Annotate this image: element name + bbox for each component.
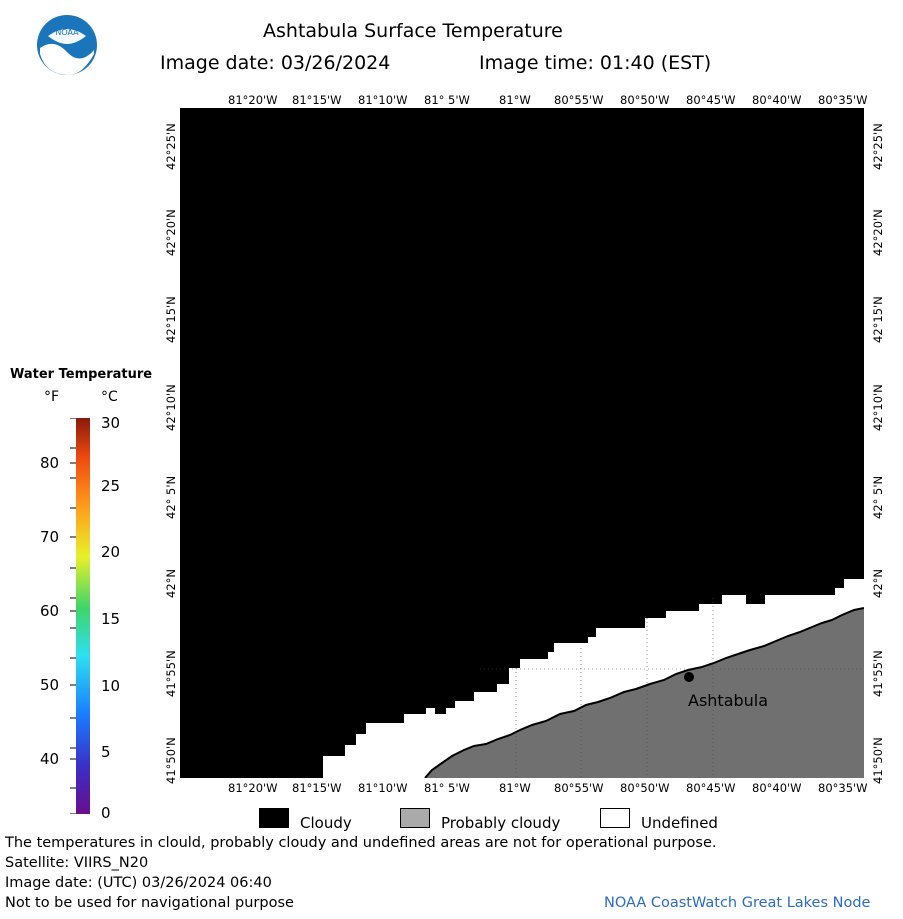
lon-label: 81° 5'W [424, 781, 470, 795]
color-bar [70, 417, 93, 815]
shoreline [424, 607, 865, 779]
map-panel [180, 108, 865, 779]
lon-label: 80°50'W [620, 93, 670, 107]
lon-label: 81°W [499, 93, 531, 107]
lat-label: 42°25'N [164, 123, 178, 170]
lon-label: 81°15'W [292, 93, 342, 107]
lat-label: 42°10'N [164, 384, 178, 431]
f-tick: 50 [40, 676, 60, 694]
lon-label: 80°55'W [554, 93, 604, 107]
lon-label: 80°45'W [686, 781, 736, 795]
lat-label: 42°15'N [871, 296, 885, 343]
lat-label: 41°50'N [871, 737, 885, 784]
f-tick: 40 [40, 750, 60, 768]
lat-label: 42° 5'N [871, 475, 885, 519]
lon-label: 80°45'W [686, 93, 736, 107]
lat-label: 42°20'N [871, 209, 885, 256]
lat-label: 42°N [871, 569, 885, 598]
footer-utc-date: Image date: (UTC) 03/26/2024 06:40 [5, 875, 272, 891]
lat-label: 41°50'N [164, 737, 178, 784]
lon-label: 81°W [499, 781, 531, 795]
legend-swatch-undefined [600, 808, 630, 828]
scale-unit-f: °F [44, 389, 60, 405]
legend-swatch-probably-cloudy [400, 808, 430, 828]
lon-label: 81° 5'W [424, 93, 470, 107]
legend-label-undefined: Undefined [641, 814, 718, 832]
footer-disclaimer: The temperatures in clould, probably clo… [5, 835, 717, 851]
f-tick: 70 [40, 528, 60, 546]
lon-label: 81°15'W [292, 781, 342, 795]
lat-label: 42°10'N [871, 384, 885, 431]
probably-cloudy-area [425, 608, 864, 778]
scale-title: Water Temperature [10, 367, 153, 382]
lon-label: 80°35'W [818, 93, 868, 107]
c-tick: 25 [101, 477, 121, 495]
lon-label: 80°50'W [620, 781, 670, 795]
footer-credit: NOAA CoastWatch Great Lakes Node [604, 895, 871, 911]
legend-label-probably-cloudy: Probably cloudy [441, 814, 561, 832]
lon-label: 81°20'W [228, 93, 278, 107]
c-tick: 30 [101, 414, 121, 432]
legend-swatch-cloudy [259, 808, 289, 828]
legend-label-cloudy: Cloudy [300, 814, 352, 832]
f-tick: 80 [40, 454, 60, 472]
lon-label: 81°10'W [358, 781, 408, 795]
lat-label: 42° 5'N [164, 475, 178, 519]
c-tick: 10 [101, 677, 121, 695]
lat-label: 41°55'N [164, 650, 178, 697]
image-date: Image date: 03/26/2024 [160, 52, 391, 74]
lat-label: 42°25'N [871, 123, 885, 170]
lat-label: 42°15'N [164, 296, 178, 343]
lon-label: 81°20'W [228, 781, 278, 795]
lon-label: 80°40'W [752, 93, 802, 107]
footer-navigation-note: Not to be used for navigational purpose [5, 895, 294, 911]
lat-label: 42°20'N [164, 209, 178, 256]
lon-label: 81°10'W [358, 93, 408, 107]
lat-label: 42°N [164, 569, 178, 598]
scale-unit-c: °C [101, 389, 118, 405]
city-label: Ashtabula [688, 691, 769, 710]
footer-satellite: Satellite: VIIRS_N20 [5, 855, 149, 871]
c-tick: 15 [101, 610, 121, 628]
f-tick: 60 [40, 602, 60, 620]
lat-label: 41°55'N [871, 650, 885, 697]
c-tick: 5 [101, 743, 111, 761]
svg-text:NOAA: NOAA [55, 28, 79, 37]
lon-label: 80°55'W [554, 781, 604, 795]
image-time: Image time: 01:40 (EST) [479, 52, 712, 74]
noaa-logo: NOAA [36, 14, 98, 76]
graticule [480, 598, 864, 778]
city-marker [684, 672, 694, 682]
lon-label: 80°40'W [752, 781, 802, 795]
page-title: Ashtabula Surface Temperature [263, 20, 563, 42]
lon-label: 80°35'W [818, 781, 868, 795]
c-tick: 20 [101, 543, 121, 561]
c-tick: 0 [101, 804, 111, 822]
